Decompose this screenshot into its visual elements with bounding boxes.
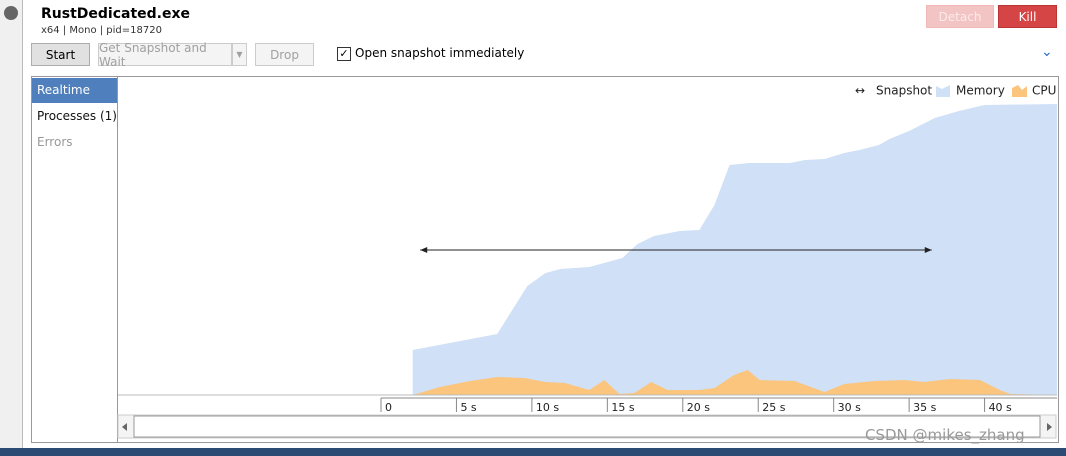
x-tick-label: 40 s — [989, 401, 1012, 414]
legend-label: Snapshot — [876, 84, 932, 98]
scroll-left — [122, 423, 127, 431]
process-subtitle: x64 | Mono | pid=18720 — [41, 25, 162, 36]
pin-icon[interactable] — [4, 6, 18, 20]
detach-button[interactable]: Detach — [926, 5, 994, 28]
x-tick-label: 20 s — [687, 401, 710, 414]
watermark: CSDN @mikes_zhang — [865, 426, 1025, 444]
legend-icon: ↔ — [855, 84, 865, 98]
bottom-strip — [0, 448, 1066, 456]
snapshot-dropdown[interactable]: ▼ — [232, 43, 247, 66]
scrollbar-thumb — [133, 415, 1041, 438]
x-tick-label: 15 s — [611, 401, 634, 414]
x-tick-label: 30 s — [838, 401, 861, 414]
scroll-right — [1047, 423, 1052, 431]
left-gutter — [0, 0, 23, 448]
sidebar: Realtime Data Processes (1) Errors — [32, 77, 118, 442]
legend-label: CPU — [1032, 84, 1056, 98]
expand-chevron[interactable]: ⌄ — [1041, 44, 1053, 60]
checkbox[interactable]: ✓ — [337, 47, 351, 61]
area-cpu — [412, 370, 1057, 395]
x-tick-label: 25 s — [762, 401, 785, 414]
main-panel — [31, 76, 1059, 443]
kill-button[interactable]: Kill — [998, 5, 1057, 28]
x-tick-label: 5 s — [460, 401, 476, 414]
start-button[interactable]: Start — [31, 43, 90, 66]
legend-swatch — [1012, 85, 1027, 97]
x-tick-label: 0 — [385, 401, 392, 414]
x-tick-label: 10 s — [536, 401, 559, 414]
legend-label: Memory — [956, 84, 1005, 98]
sidebar-item[interactable]: Errors — [37, 135, 73, 149]
get-snapshot-button[interactable]: Get Snapshot and Wait — [98, 41, 232, 69]
process-title: RustDedicated.exe — [41, 6, 191, 22]
legend-swatch — [936, 85, 950, 97]
drop-button[interactable]: Drop — [255, 43, 314, 66]
sidebar-item[interactable]: Realtime Data — [32, 78, 117, 122]
x-tick-label: 35 s — [913, 401, 936, 414]
sidebar-item[interactable]: Processes (1) — [37, 109, 117, 123]
checkbox-label[interactable]: Open snapshot immediately — [355, 46, 525, 60]
